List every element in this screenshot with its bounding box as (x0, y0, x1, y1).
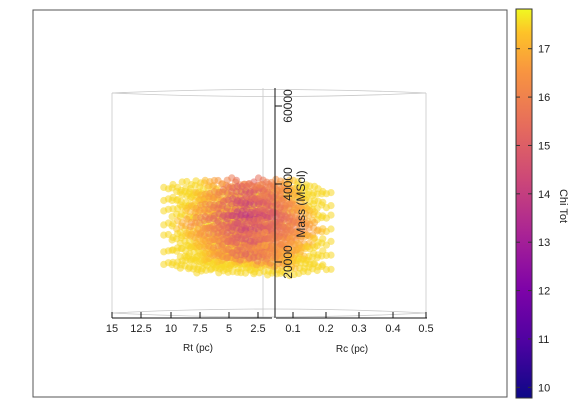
axis-lines (112, 88, 427, 319)
rc-tick-label: 0.1 (285, 323, 300, 335)
colorbar-label: Chi Tot (557, 189, 569, 223)
colorbar-ticks: 10 11 12 13 14 15 16 17 (516, 44, 550, 394)
mass-tick-label: 20000 (281, 245, 295, 279)
colorbar-tick-label: 13 (538, 237, 550, 249)
axes-box (111, 88, 427, 318)
mass-axis-label: Mass (MSol) (294, 170, 308, 237)
scatter-points (160, 174, 335, 280)
colorbar-tick-label: 16 (538, 92, 550, 104)
data-point (160, 248, 168, 256)
rt-tick-label: 7.5 (192, 323, 207, 335)
data-point (319, 247, 327, 255)
data-point (160, 221, 168, 229)
data-point (160, 260, 168, 268)
mass-tick-label: 60000 (281, 89, 295, 123)
data-point (160, 183, 168, 191)
data-point (160, 231, 168, 239)
rt-tick-label: 12.5 (130, 323, 151, 335)
rc-tick-label: 0.3 (351, 323, 366, 335)
rt-tick-label: 2.5 (250, 323, 265, 335)
rt-axis-label: Rt (pc) (183, 343, 213, 354)
data-point (265, 180, 273, 188)
colorbar-tick-label: 14 (538, 189, 550, 201)
rt-axis-ticks: 15 12.5 10 7.5 5 2.5 (106, 312, 266, 335)
rt-tick-label: 10 (165, 323, 177, 335)
data-point (168, 213, 176, 221)
colorbar-tick-label: 15 (538, 140, 550, 152)
mass-tick-label: 40000 (281, 167, 295, 201)
data-point (160, 196, 168, 205)
data-point (243, 230, 251, 238)
colorbar-tick-label: 10 (538, 382, 550, 394)
data-point (201, 225, 209, 233)
colorbar-tick-label: 12 (538, 286, 550, 298)
colorbar (515, 8, 533, 399)
data-point (160, 207, 168, 215)
data-point (192, 213, 200, 222)
data-point (169, 180, 177, 189)
mass-axis-ticks: 20000 40000 60000 (275, 89, 295, 279)
rc-axis-ticks: 0.1 0.2 0.3 0.4 0.5 (285, 312, 434, 335)
colorbar-tick-label: 11 (538, 334, 549, 346)
data-point (192, 188, 200, 197)
rc-tick-label: 0.5 (418, 323, 433, 335)
colorbar-tick-label: 17 (538, 44, 550, 56)
rc-tick-label: 0.4 (385, 323, 400, 335)
rt-tick-label: 15 (106, 323, 118, 335)
rc-tick-label: 0.2 (318, 323, 333, 335)
rc-axis-label: Rc (pc) (336, 344, 368, 355)
rt-tick-label: 5 (226, 323, 232, 335)
data-point (178, 191, 186, 199)
data-point (178, 178, 186, 186)
